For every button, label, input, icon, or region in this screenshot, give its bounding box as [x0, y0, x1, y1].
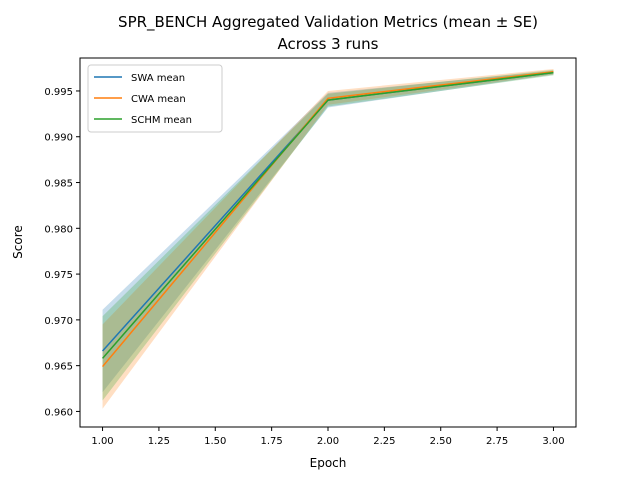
- y-tick-label: 0.985: [44, 179, 73, 190]
- y-tick-label: 0.995: [44, 87, 73, 98]
- series-lines: [101, 70, 554, 368]
- x-tick-label: 1.50: [204, 436, 226, 447]
- x-tick-label: 2.25: [373, 436, 395, 447]
- legend-label-2: SCHM mean: [131, 115, 192, 126]
- chart-title-line2: Across 3 runs: [278, 35, 379, 53]
- legend: SWA mean CWA mean SCHM mean: [87, 64, 223, 133]
- se-band-1: [102, 68, 554, 409]
- y-axis-label: Score: [11, 225, 25, 259]
- legend-label-1: CWA mean: [131, 94, 186, 105]
- x-axis-label: Epoch: [310, 456, 347, 470]
- legend-label-0: SWA mean: [131, 73, 185, 84]
- chart-title-line1: SPR_BENCH Aggregated Validation Metrics …: [118, 13, 538, 32]
- series-line-1: [101, 70, 554, 368]
- y-tick-label: 0.975: [44, 270, 73, 281]
- x-tick-label: 1.00: [91, 436, 113, 447]
- x-tick-label: 3.00: [542, 436, 564, 447]
- y-tick-label: 0.980: [44, 224, 73, 235]
- y-tick-label: 0.965: [44, 362, 73, 373]
- x-tick-label: 2.75: [486, 436, 508, 447]
- y-axis-ticks: 0.960 0.965 0.970 0.975 0.980 0.985 0.990 0.995: [44, 87, 80, 418]
- series-line-2: [101, 71, 554, 359]
- x-axis-ticks: 1.00 1.25 1.50 1.75 2.00 2.25 2.50 2.75 3.00: [91, 427, 565, 447]
- x-tick-label: 1.25: [148, 436, 170, 447]
- y-tick-label: 0.990: [44, 133, 73, 144]
- x-tick-label: 1.75: [261, 436, 283, 447]
- se-band-2: [102, 69, 554, 401]
- x-tick-label: 2.00: [317, 436, 339, 447]
- error-bands: [102, 68, 554, 409]
- legend-box: [87, 64, 223, 133]
- y-tick-label: 0.970: [44, 316, 73, 327]
- se-band-0: [102, 70, 554, 393]
- y-tick-label: 0.960: [44, 407, 73, 418]
- x-tick-label: 2.50: [430, 436, 452, 447]
